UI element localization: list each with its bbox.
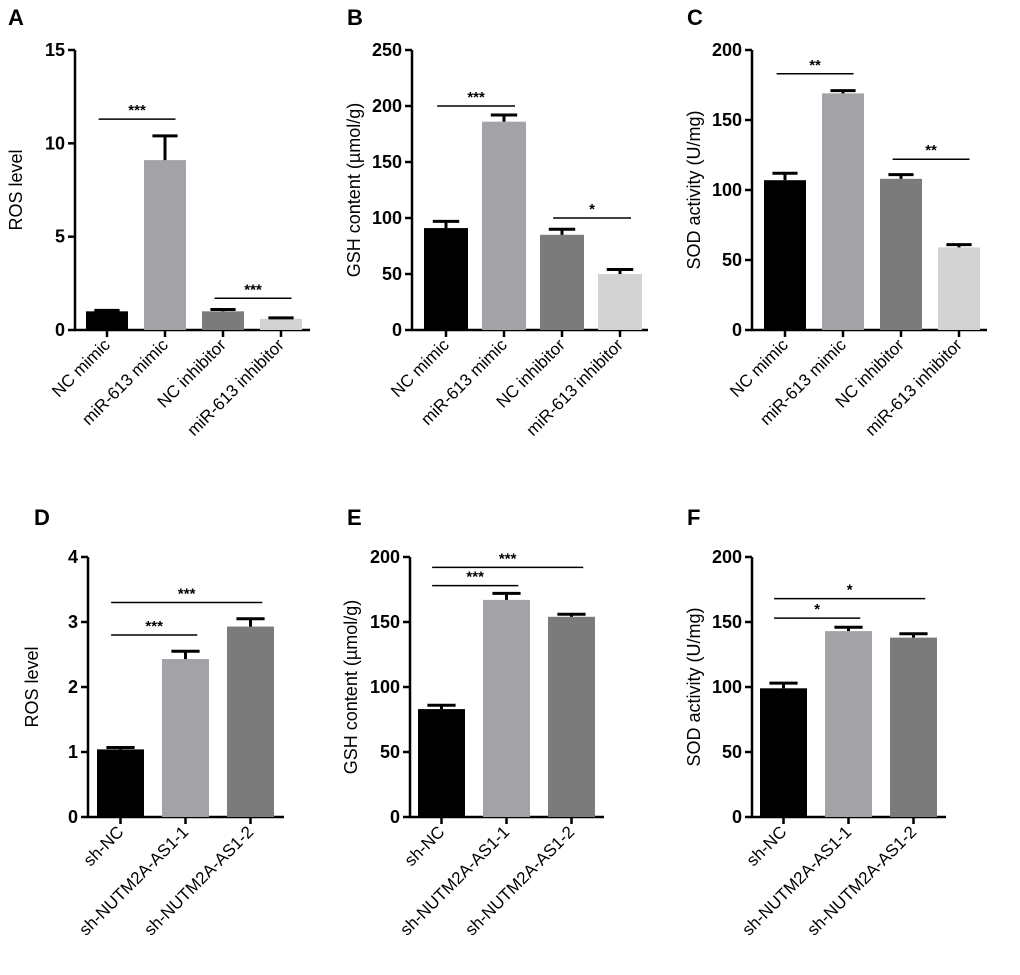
y-tick-label: 50 <box>380 742 400 762</box>
bar <box>260 318 302 330</box>
bar <box>880 178 922 330</box>
bar <box>822 93 864 331</box>
y-tick-label: 0 <box>392 320 402 340</box>
bar <box>825 631 872 817</box>
significance-label: ** <box>925 142 937 159</box>
significance-label: *** <box>466 569 484 586</box>
y-axis-label: ROS level <box>22 646 42 727</box>
significance-label: * <box>589 201 595 218</box>
y-tick-label: 3 <box>68 612 78 632</box>
y-tick-label: 150 <box>370 612 400 632</box>
significance-label: * <box>847 582 853 599</box>
y-tick-label: 4 <box>68 547 78 567</box>
bar <box>418 709 465 817</box>
bar <box>424 228 468 330</box>
y-tick-label: 200 <box>712 40 742 60</box>
y-tick-label: 150 <box>712 110 742 130</box>
y-tick-label: 100 <box>712 180 742 200</box>
y-tick-label: 0 <box>732 807 742 827</box>
panel-letter: D <box>34 505 50 530</box>
bar <box>227 626 274 817</box>
y-tick-label: 5 <box>55 227 65 247</box>
y-tick-label: 15 <box>45 40 65 60</box>
bar <box>144 160 186 330</box>
y-axis-label: GSH content (µmol/g) <box>341 600 361 774</box>
x-tick-label: sh-NUTM2A-AS1-2 <box>140 822 257 939</box>
significance-label: * <box>814 601 820 618</box>
panel-letter: B <box>347 5 363 30</box>
y-tick-label: 150 <box>372 152 402 172</box>
bar <box>540 234 584 330</box>
y-tick-label: 50 <box>722 742 742 762</box>
y-tick-label: 200 <box>372 96 402 116</box>
bar <box>86 311 128 330</box>
y-tick-label: 0 <box>732 320 742 340</box>
panel-letter: F <box>687 505 700 530</box>
significance-label: *** <box>244 281 262 298</box>
y-axis-label: GSH content (µmol/g) <box>344 103 364 277</box>
y-tick-label: 50 <box>382 264 402 284</box>
significance-label: *** <box>145 618 163 635</box>
bar <box>162 659 209 817</box>
y-tick-label: 50 <box>722 250 742 270</box>
x-tick-label: sh-NC <box>80 822 127 869</box>
y-tick-label: 100 <box>372 208 402 228</box>
y-axis-label: SOD activity (U/mg) <box>684 607 704 766</box>
significance-label: *** <box>178 586 196 603</box>
y-tick-label: 1 <box>68 742 78 762</box>
x-tick-label: sh-NUTM2A-AS1-1 <box>738 822 855 939</box>
x-tick-label: miR-613 inhibitor <box>523 335 628 440</box>
y-tick-label: 200 <box>370 547 400 567</box>
bar <box>548 616 595 817</box>
panel-letter: E <box>347 505 362 530</box>
panel-letter: C <box>687 5 703 30</box>
significance-label: ** <box>809 57 821 74</box>
bar <box>890 637 937 817</box>
x-tick-label: miR-613 inhibitor <box>862 335 967 440</box>
bar <box>764 180 806 330</box>
x-tick-label: sh-NUTM2A-AS1-1 <box>396 822 513 939</box>
x-tick-label: miR-613 inhibitor <box>184 335 289 440</box>
y-tick-label: 10 <box>45 133 65 153</box>
bar <box>97 749 144 817</box>
significance-label: *** <box>128 102 146 119</box>
y-tick-label: 2 <box>68 677 78 697</box>
bar <box>598 274 642 330</box>
x-tick-label: sh-NUTM2A-AS1-1 <box>75 822 192 939</box>
panel-letter: A <box>8 5 24 30</box>
y-tick-label: 150 <box>712 612 742 632</box>
y-tick-label: 0 <box>390 807 400 827</box>
bar <box>483 599 530 817</box>
x-tick-label: sh-NUTM2A-AS1-2 <box>803 822 920 939</box>
bar <box>760 688 807 817</box>
significance-label: *** <box>499 550 517 567</box>
y-tick-label: 0 <box>68 807 78 827</box>
y-tick-label: 100 <box>712 677 742 697</box>
y-tick-label: 250 <box>372 40 402 60</box>
bar <box>482 121 526 331</box>
x-tick-label: sh-NC <box>743 822 790 869</box>
x-tick-label: sh-NC <box>401 822 448 869</box>
bar <box>202 311 244 330</box>
y-tick-label: 0 <box>55 320 65 340</box>
x-tick-label: sh-NUTM2A-AS1-2 <box>461 822 578 939</box>
bar <box>938 247 980 330</box>
y-tick-label: 200 <box>712 547 742 567</box>
y-tick-label: 100 <box>370 677 400 697</box>
y-axis-label: ROS level <box>6 149 26 230</box>
y-axis-label: SOD activity (U/mg) <box>684 110 704 269</box>
panel-d: D ROS level 0 1 2 3 4 sh-NCsh-NUTM2A-AS1-1sh-NU… <box>22 505 284 939</box>
significance-label: *** <box>467 89 485 106</box>
